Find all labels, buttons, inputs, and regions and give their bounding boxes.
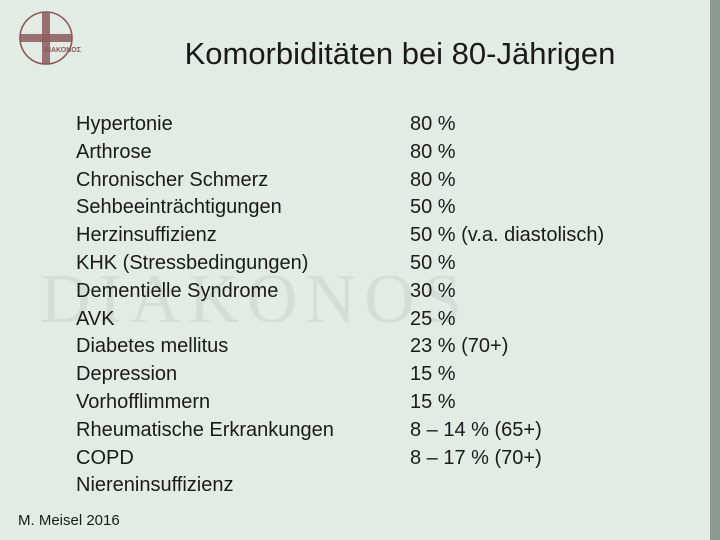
condition-item: Rheumatische Erkrankungen [76,418,334,441]
condition-item: Chronischer Schmerz [76,168,269,191]
logo-text-bottom: ΔΙΑΚΟΝΟΣ [44,47,81,54]
rate-item: 15 % [410,390,456,413]
diakonos-logo: ΔΙΑΚΟΝΟΣ [19,11,81,65]
condition-item: KHK (Stressbedingungen) [76,251,309,274]
slide-title: Komorbiditäten bei 80-Jährigen [184,36,616,71]
conditions-list: Hypertonie Arthrose Chronischer Schmerz … [76,111,334,500]
rate-item: 80 % [410,168,456,191]
rate-item: 25 % [410,307,456,330]
rate-item: 50 % (v.a. diastolisch) [410,224,605,247]
rate-item: 8 – 14 % (65+) [410,418,542,441]
rate-item: 50 % [410,251,456,274]
rate-item: 50 % [410,196,456,219]
rate-item: 8 – 17 % (70+) [410,446,542,469]
right-accent-bar [710,0,720,540]
condition-item: Diabetes mellitus [76,335,229,358]
condition-item: Niereninsuffizienz [76,474,234,497]
condition-item: Depression [76,363,178,386]
condition-item: COPD [76,446,134,469]
rate-item: 80 % [410,113,456,135]
condition-item: Dementielle Syndrome [76,279,279,302]
rate-item: 30 % [410,279,456,302]
condition-item: Herzinsuffizienz [76,224,217,247]
rate-item: 23 % (70+) [410,335,509,358]
rate-item: 15 % [410,363,456,386]
condition-item: Vorhofflimmern [76,390,211,413]
condition-item: Arthrose [76,140,152,163]
rate-item: 80 % [410,140,456,163]
rates-list: 80 % 80 % 80 % 50 % 50 % (v.a. diastolis… [410,111,604,472]
author-footer: M. Meisel 2016 [18,512,120,529]
condition-item: AVK [76,307,115,330]
condition-item: Hypertonie [76,113,173,135]
condition-item: Sehbeeinträchtigungen [76,196,282,219]
watermark-text: DIAKONOS [40,261,470,338]
